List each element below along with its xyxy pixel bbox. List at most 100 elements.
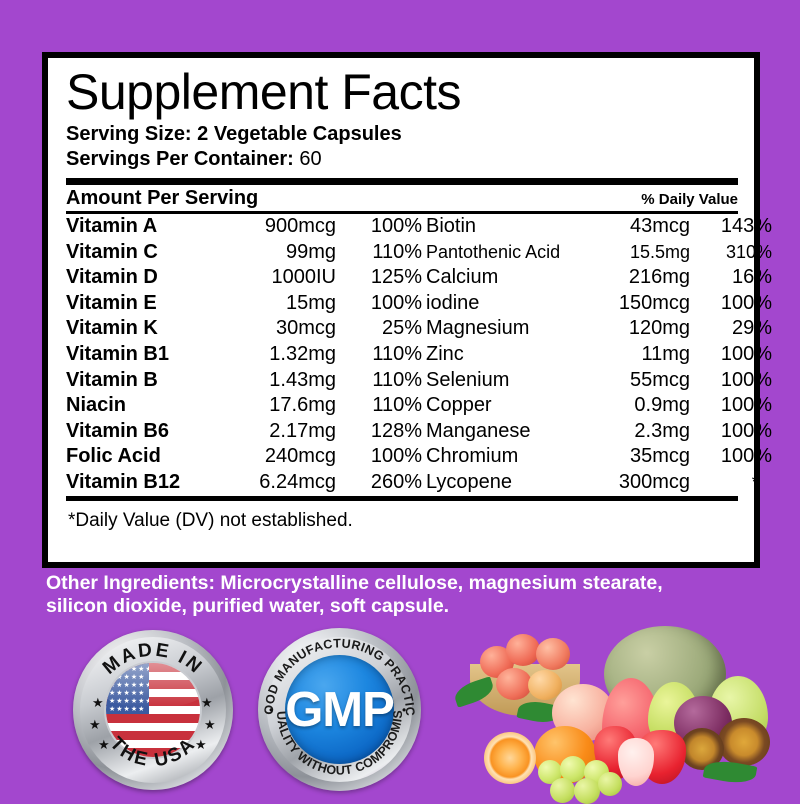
nutrient-daily-value: 110% (372, 368, 422, 391)
nutrient-daily-value: 110% (372, 394, 422, 417)
nutrient-daily-value: 100% (370, 445, 422, 468)
nutrient-name: Vitamin B (66, 368, 158, 391)
nutrient-name: Vitamin C (66, 240, 158, 263)
nutrient-amount: 6.24mcg (259, 470, 336, 493)
small-apple (536, 638, 570, 670)
servings-per-container-line: Servings Per Container: 60 (66, 147, 738, 172)
nutrient-amount: 240mcg (264, 445, 336, 468)
table-row: Vitamin A 900mcg 100% (66, 214, 422, 240)
nutrient-amount: 11mg (641, 342, 690, 365)
small-apple (496, 668, 532, 700)
grape (550, 778, 575, 803)
nutrient-name: Biotin (426, 215, 477, 237)
amount-per-serving-header: Amount Per Serving (66, 187, 259, 209)
nutrient-name: Pantothenic Acid (426, 241, 561, 262)
table-row: Lycopene 300mcg * (426, 470, 772, 496)
gmp-center-label: GMP (285, 682, 395, 737)
footnote-text: *Daily Value (DV) not established. (68, 510, 353, 531)
table-row: Chromium 35mcg 100% (426, 444, 772, 470)
fruit-photo (451, 620, 800, 804)
nutrient-daily-value: 110% (372, 342, 422, 365)
nutrient-name: Copper (426, 394, 492, 417)
nutrient-amount: 2.3mg (634, 419, 690, 442)
nutrient-amount: 150mcg (618, 291, 690, 314)
nutrient-amount: 300mcg (618, 470, 690, 493)
nutrient-daily-value: 100% (370, 291, 422, 314)
grape (560, 756, 586, 782)
passion-fruit-half (718, 718, 770, 766)
gmp-arc-text: GOOD MANUFACTURING PRACTICE QUALITY WITH… (258, 628, 417, 778)
nutrient-amount: 1.32mg (269, 342, 336, 365)
divider-under-servings (66, 178, 738, 185)
gmp-dot-icon: • (269, 703, 274, 717)
table-row: Niacin 17.6mg 110% (66, 393, 422, 419)
nutrient-name: Magnesium (426, 317, 530, 340)
nutrient-amount: 120mg (628, 317, 690, 340)
nutrient-name: Vitamin B12 (66, 470, 181, 493)
serving-size-line: Serving Size: 2 Vegetable Capsules (66, 122, 738, 147)
nutrient-amount: 35mcg (629, 445, 690, 468)
nutrient-daily-value: 100% (720, 394, 772, 417)
nutrient-daily-value: 100% (720, 368, 772, 391)
serving-size-value: 2 Vegetable Capsules (197, 123, 402, 145)
made-in-usa-badge: ★★★★★★★★★★★★★★★★★★★★★★★★★★★★★★★★★ MADE I… (73, 630, 233, 790)
nutrient-daily-value: 260% (370, 470, 422, 493)
nutrient-name: Vitamin B1 (66, 342, 169, 365)
nutrient-daily-value: 100% (370, 215, 422, 237)
usa-star-icon: ★ (195, 737, 207, 752)
nutrient-amount: 1000IU (271, 266, 337, 289)
table-row: Vitamin K 30mcg 25% (66, 316, 422, 342)
nutrient-column-left: Vitamin A 900mcg 100% Vitamin C 99mg 110% Vita… (66, 214, 422, 496)
nutrient-amount: 99mg (285, 240, 336, 263)
nutrient-name: Vitamin D (66, 266, 158, 289)
small-apple (506, 634, 540, 666)
table-row: Vitamin E 15mg 100% (66, 291, 422, 317)
table-row: Selenium 55mcg 100% (426, 368, 772, 394)
supplement-facts-panel: Supplement Facts Serving Size: 2 Vegetab… (42, 52, 772, 568)
nutrient-name: Vitamin A (66, 215, 158, 237)
nutrient-amount: 2.17mg (269, 419, 336, 442)
serving-size-label: Serving Size: (66, 123, 192, 145)
svg-text:GOOD MANUFACTURING PRACTICE: GOOD MANUFACTURING PRACTICE (258, 628, 417, 716)
small-apple (528, 670, 562, 700)
nutrient-amount: 900mcg (264, 215, 336, 237)
table-row: Zinc 11mg 100% (426, 342, 772, 368)
orange-half (484, 732, 536, 784)
nutrient-daily-value: 29% (731, 317, 772, 340)
nutrient-name: Vitamin E (66, 291, 157, 314)
usa-star-icon: ★ (201, 695, 213, 710)
nutrient-name: Manganese (426, 419, 531, 442)
nutrient-column-right: Biotin 43mcg 143% Pantothenic Acid 15.5mg 310… (426, 214, 772, 496)
nutrient-daily-value: 100% (720, 342, 772, 365)
nutrient-daily-value: 25% (381, 317, 422, 340)
gmp-badge: GMP GOOD MANUFACTURING PRACTICE QUALITY … (258, 628, 421, 791)
us-flag-icon: ★★★★★★★★★★★★★★★★★★★★★★★★★★★★★★★★★ (104, 661, 202, 759)
table-row: Copper 0.9mg 100% (426, 393, 772, 419)
nutrient-amount: 1.43mg (269, 368, 336, 391)
nutrient-daily-value: 110% (372, 240, 422, 263)
gmp-dot-icon: • (402, 703, 407, 717)
percent-daily-value-header: % Daily Value (641, 191, 738, 208)
nutrient-name: Selenium (426, 368, 510, 391)
grape (598, 772, 622, 796)
nutrient-daily-value: 143% (720, 215, 772, 237)
table-row: Vitamin D 1000IU 125% (66, 265, 422, 291)
nutrient-daily-value: 100% (720, 419, 772, 442)
other-ingredients-line-1: Other Ingredients: Microcrystalline cell… (46, 572, 663, 594)
other-ingredients-line-2: silicon dioxide, purified water, soft ca… (46, 595, 450, 617)
usa-star-icon: ★ (89, 717, 101, 732)
table-row: Magnesium 120mg 29% (426, 316, 772, 342)
nutrient-name: Lycopene (426, 470, 512, 493)
table-row: Manganese 2.3mg 100% (426, 419, 772, 445)
nutrient-amount: 17.6mg (269, 394, 336, 417)
nutrient-daily-value: * (751, 473, 758, 491)
nutrient-amount: 15mg (285, 291, 336, 314)
table-row: Calcium 216mg 16% (426, 265, 772, 291)
table-row: Vitamin C 99mg 110% (66, 240, 422, 266)
other-ingredients: Other Ingredients: Microcrystalline cell… (46, 572, 776, 618)
nutrient-name: iodine (426, 291, 480, 314)
table-row: Pantothenic Acid 15.5mg 310% (426, 240, 772, 266)
svg-text:THE USA: THE USA (106, 733, 201, 771)
nutrient-amount: 0.9mg (634, 394, 690, 417)
nutrient-name: Niacin (66, 394, 127, 417)
